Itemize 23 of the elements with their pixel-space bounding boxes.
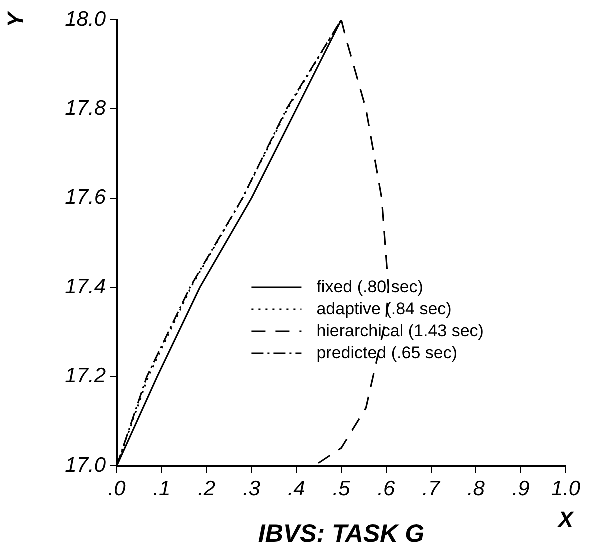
text: IBVS: TASK G xyxy=(258,520,425,548)
x-tick-label: .6 xyxy=(378,477,396,500)
x-tick-label: .5 xyxy=(332,477,351,500)
legend-label: fixed (.80 sec) xyxy=(316,277,424,296)
x-tick-label: .4 xyxy=(288,477,306,500)
y-tick-label: 17.8 xyxy=(65,97,106,120)
y-tick-label: 17.6 xyxy=(65,186,106,210)
x-tick-label: .0 xyxy=(108,477,126,500)
legend-label: adaptive (.84 sec) xyxy=(316,299,452,318)
y-tick-label: 18.0 xyxy=(65,8,106,31)
x-tick-label: .7 xyxy=(422,477,442,500)
y-axis-title: Y xyxy=(3,10,28,28)
legend-label: predicted (.65 sec) xyxy=(316,343,458,362)
y-tick-label: 17.4 xyxy=(65,275,106,298)
x-tick-label: 1.0 xyxy=(551,477,581,500)
y-tick-label: 17.0 xyxy=(65,454,106,477)
x-tick-label: .3 xyxy=(242,477,261,500)
y-tick-label: 17.2 xyxy=(65,364,106,388)
x-tick-label: .1 xyxy=(153,477,171,500)
x-tick-label: .2 xyxy=(198,477,216,500)
x-tick-label: .8 xyxy=(467,477,486,500)
x-axis-title: X xyxy=(556,507,575,532)
x-tick-label: .9 xyxy=(512,477,530,500)
